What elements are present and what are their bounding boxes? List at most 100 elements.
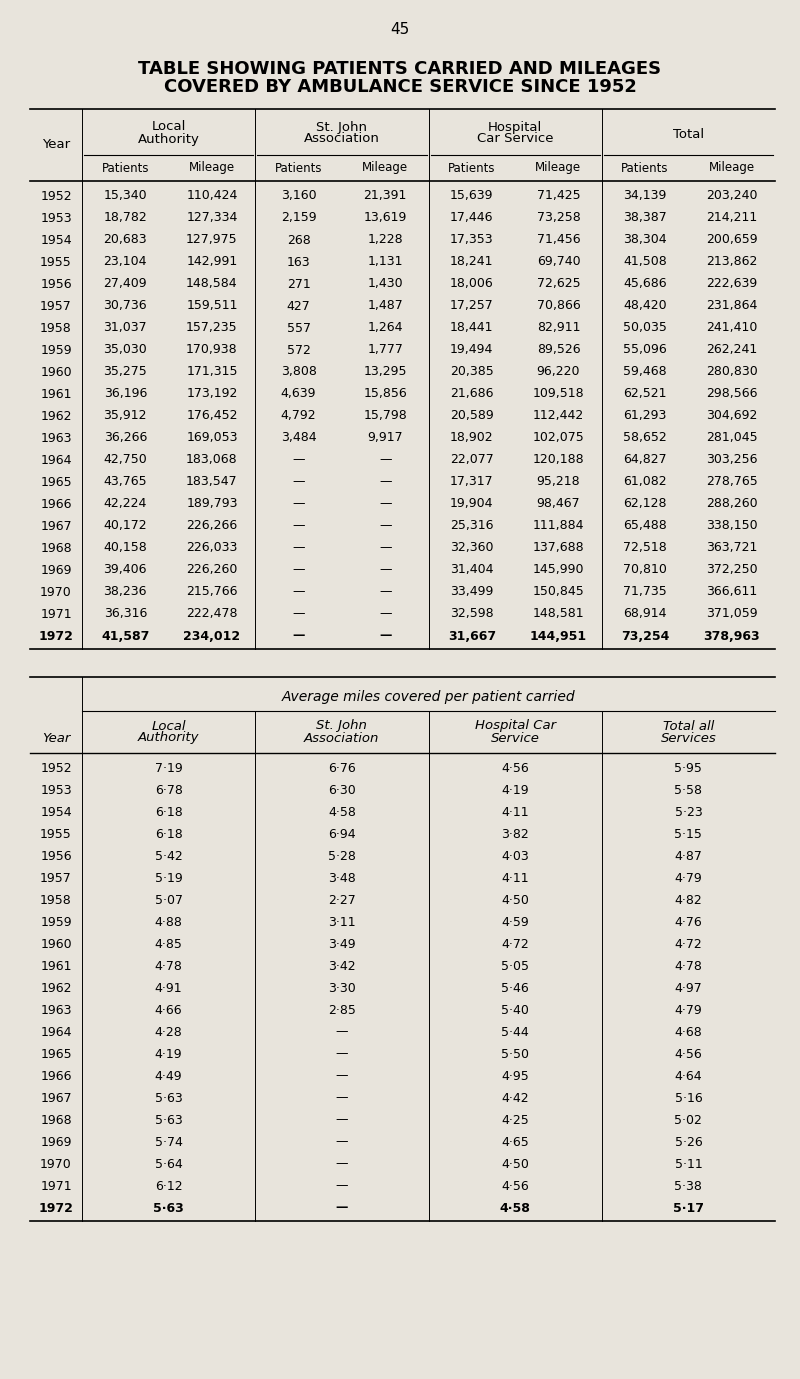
Text: 5·58: 5·58 (674, 783, 702, 797)
Text: 71,425: 71,425 (537, 189, 580, 203)
Text: 72,518: 72,518 (623, 542, 667, 554)
Text: 4·50: 4·50 (501, 894, 529, 906)
Text: 6·12: 6·12 (155, 1179, 182, 1193)
Text: 45: 45 (390, 22, 410, 37)
Text: 15,856: 15,856 (363, 387, 407, 400)
Text: Total: Total (673, 128, 704, 142)
Text: 1967: 1967 (40, 520, 72, 532)
Text: 4·25: 4·25 (502, 1113, 529, 1127)
Text: 35,912: 35,912 (103, 410, 147, 422)
Text: 1960: 1960 (40, 938, 72, 950)
Text: Average miles covered per patient carried: Average miles covered per patient carrie… (282, 690, 575, 705)
Text: 4·03: 4·03 (502, 849, 529, 862)
Text: 4·91: 4·91 (155, 982, 182, 994)
Text: 1963: 1963 (40, 432, 72, 444)
Text: 1972: 1972 (38, 1201, 74, 1215)
Text: 42,224: 42,224 (104, 498, 147, 510)
Text: 20,589: 20,589 (450, 410, 494, 422)
Text: 280,830: 280,830 (706, 365, 758, 378)
Text: 4·76: 4·76 (674, 916, 702, 928)
Text: 378,963: 378,963 (703, 629, 760, 643)
Text: Mileage: Mileage (362, 161, 408, 175)
Text: 226,033: 226,033 (186, 542, 238, 554)
Text: —: — (379, 608, 391, 621)
Text: 1952: 1952 (40, 761, 72, 775)
Text: 262,241: 262,241 (706, 343, 758, 357)
Text: 20,683: 20,683 (103, 233, 147, 247)
Text: 23,104: 23,104 (103, 255, 147, 269)
Text: 30,736: 30,736 (103, 299, 147, 313)
Text: 1961: 1961 (40, 387, 72, 400)
Text: 214,211: 214,211 (706, 211, 758, 225)
Text: 25,316: 25,316 (450, 520, 494, 532)
Text: 1954: 1954 (40, 233, 72, 247)
Text: 5·40: 5·40 (501, 1004, 529, 1016)
Text: 4·78: 4·78 (674, 960, 702, 972)
Text: 1956: 1956 (40, 849, 72, 862)
Text: 4·11: 4·11 (502, 872, 529, 884)
Text: 4·65: 4·65 (502, 1135, 529, 1149)
Text: 18,241: 18,241 (450, 255, 494, 269)
Text: 1,430: 1,430 (367, 277, 403, 291)
Text: 1968: 1968 (40, 1113, 72, 1127)
Text: Patients: Patients (275, 161, 322, 175)
Text: 226,260: 226,260 (186, 564, 238, 576)
Text: 4·56: 4·56 (674, 1048, 702, 1060)
Text: 304,692: 304,692 (706, 410, 758, 422)
Text: Service: Service (490, 731, 539, 745)
Text: 42,750: 42,750 (103, 454, 147, 466)
Text: 71,735: 71,735 (623, 586, 667, 598)
Text: 5·05: 5·05 (501, 960, 529, 972)
Text: 20,385: 20,385 (450, 365, 494, 378)
Text: 39,406: 39,406 (103, 564, 147, 576)
Text: 3,160: 3,160 (281, 189, 316, 203)
Text: —: — (379, 542, 391, 554)
Text: 4·87: 4·87 (674, 849, 702, 862)
Text: 5·38: 5·38 (674, 1179, 702, 1193)
Text: 5·44: 5·44 (502, 1026, 529, 1038)
Text: 1,777: 1,777 (367, 343, 403, 357)
Text: 17,257: 17,257 (450, 299, 494, 313)
Text: —: — (336, 1157, 348, 1171)
Text: 95,218: 95,218 (537, 476, 580, 488)
Text: 5·19: 5·19 (154, 872, 182, 884)
Text: —: — (336, 1135, 348, 1149)
Text: —: — (379, 454, 391, 466)
Text: 61,293: 61,293 (623, 410, 666, 422)
Text: 137,688: 137,688 (533, 542, 584, 554)
Text: 15,798: 15,798 (363, 410, 407, 422)
Text: 112,442: 112,442 (533, 410, 584, 422)
Text: Authority: Authority (138, 132, 199, 146)
Text: 4·72: 4·72 (674, 938, 702, 950)
Text: 4·58: 4·58 (328, 805, 356, 819)
Text: Association: Association (304, 731, 379, 745)
Text: 43,765: 43,765 (103, 476, 147, 488)
Text: 241,410: 241,410 (706, 321, 758, 335)
Text: 65,488: 65,488 (623, 520, 667, 532)
Text: 5·74: 5·74 (154, 1135, 182, 1149)
Text: 13,619: 13,619 (363, 211, 407, 225)
Text: —: — (379, 498, 391, 510)
Text: 4·11: 4·11 (502, 805, 529, 819)
Text: —: — (336, 1026, 348, 1038)
Text: Mileage: Mileage (709, 161, 754, 175)
Text: 36,316: 36,316 (104, 608, 147, 621)
Text: 4·19: 4·19 (155, 1048, 182, 1060)
Text: 3,808: 3,808 (281, 365, 317, 378)
Text: 1958: 1958 (40, 321, 72, 335)
Text: 1971: 1971 (40, 1179, 72, 1193)
Text: 1970: 1970 (40, 586, 72, 598)
Text: 215,766: 215,766 (186, 586, 238, 598)
Text: St. John: St. John (317, 720, 367, 732)
Text: 4·66: 4·66 (155, 1004, 182, 1016)
Text: 58,652: 58,652 (623, 432, 667, 444)
Text: 32,598: 32,598 (450, 608, 494, 621)
Text: —: — (336, 1048, 348, 1060)
Text: 6·18: 6·18 (154, 827, 182, 840)
Text: 1959: 1959 (40, 916, 72, 928)
Text: 1960: 1960 (40, 365, 72, 378)
Text: 4·50: 4·50 (501, 1157, 529, 1171)
Text: 4·85: 4·85 (154, 938, 182, 950)
Text: 1955: 1955 (40, 827, 72, 840)
Text: 148,581: 148,581 (533, 608, 584, 621)
